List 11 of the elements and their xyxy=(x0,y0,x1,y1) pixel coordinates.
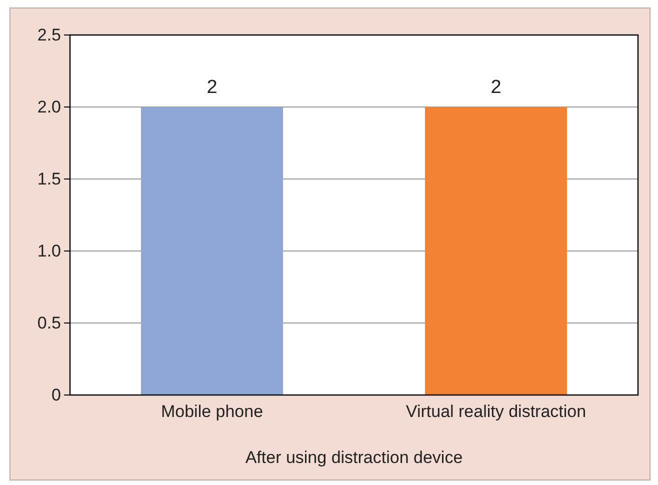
y-tick-label: 0.5 xyxy=(37,313,61,332)
y-tick-label: 2.0 xyxy=(37,97,61,116)
x-tick-label: Mobile phone xyxy=(160,402,264,422)
y-tick-label: 1.5 xyxy=(37,169,61,188)
x-axis-title: After using distraction device xyxy=(245,448,463,467)
x-tick-label: Virtual reality distraction xyxy=(406,402,586,422)
data-label: 2 xyxy=(490,77,502,98)
y-tick-label: 1.0 xyxy=(37,241,61,260)
y-tick-label: 2.5 xyxy=(37,25,61,44)
y-tick-label: 0 xyxy=(52,385,61,404)
data-label: 2 xyxy=(206,77,218,98)
